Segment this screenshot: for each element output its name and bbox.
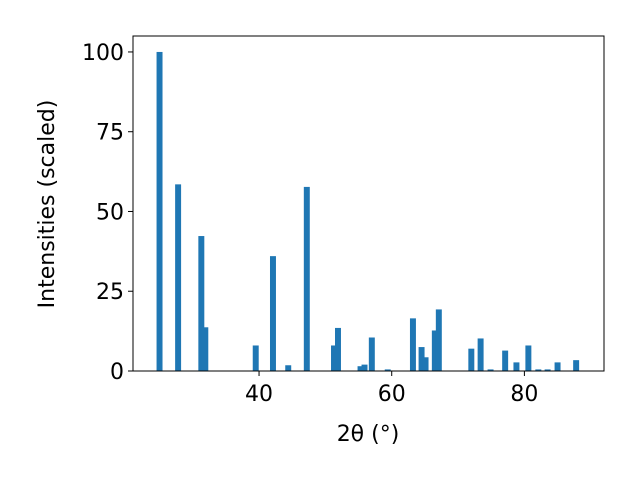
- bar: [303, 186, 310, 371]
- bar: [513, 362, 520, 371]
- bar: [252, 345, 259, 371]
- bar: [435, 309, 442, 371]
- bar: [544, 369, 551, 371]
- bar: [573, 360, 580, 371]
- bar: [384, 369, 391, 371]
- bar: [269, 256, 276, 371]
- bar: [331, 345, 337, 371]
- bar: [334, 327, 341, 371]
- bar: [468, 348, 475, 371]
- y-tick-label: 75: [96, 121, 124, 146]
- y-axis-label: Intensities (scaled): [35, 100, 60, 309]
- bar: [357, 366, 364, 371]
- x-axis-label: 2θ (°): [337, 422, 400, 447]
- plot-frame: [132, 35, 605, 372]
- y-tick-label: 0: [110, 360, 124, 385]
- y-tick-label: 100: [82, 41, 124, 66]
- x-tick-label: 80: [510, 382, 538, 407]
- bar: [368, 337, 375, 371]
- bar: [418, 347, 425, 371]
- bar: [502, 350, 509, 371]
- bar: [202, 327, 209, 371]
- bar: [477, 338, 484, 371]
- x-tick-label: 60: [378, 382, 406, 407]
- bar: [156, 51, 163, 371]
- y-tick-label: 50: [96, 200, 124, 225]
- bar: [409, 318, 416, 371]
- bar: [554, 362, 561, 371]
- bar: [487, 369, 494, 371]
- bar: [175, 184, 182, 371]
- bar: [361, 364, 368, 371]
- x-tick-label: 40: [245, 382, 273, 407]
- bar: [422, 357, 429, 371]
- bar: [198, 236, 205, 371]
- bar: [535, 369, 542, 371]
- y-tick-label: 25: [96, 280, 124, 305]
- bar: [525, 345, 532, 371]
- bar: [285, 365, 292, 371]
- bar: [431, 330, 438, 371]
